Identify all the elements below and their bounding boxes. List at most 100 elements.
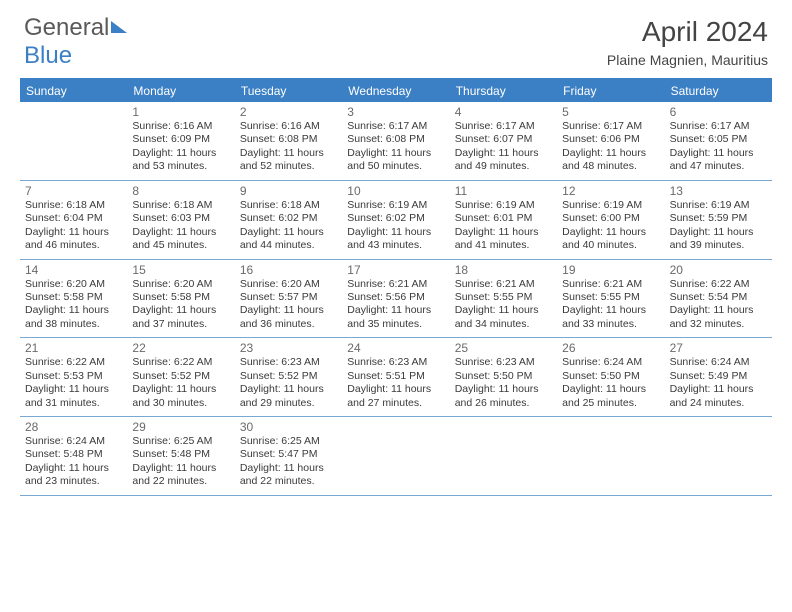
day-number: 8 (132, 184, 229, 198)
sunset-line: Sunset: 5:51 PM (347, 370, 444, 383)
logo: General (24, 16, 127, 40)
day-cell: 19Sunrise: 6:21 AMSunset: 5:55 PMDayligh… (557, 260, 664, 338)
day-cell: 10Sunrise: 6:19 AMSunset: 6:02 PMDayligh… (342, 181, 449, 259)
daylight-line: Daylight: 11 hours and 38 minutes. (25, 304, 122, 331)
sunset-line: Sunset: 5:52 PM (132, 370, 229, 383)
daylight-line: Daylight: 11 hours and 34 minutes. (455, 304, 552, 331)
title-block: April 2024 Plaine Magnien, Mauritius (607, 16, 768, 68)
daylight-line: Daylight: 11 hours and 53 minutes. (132, 147, 229, 174)
day-cell: 18Sunrise: 6:21 AMSunset: 5:55 PMDayligh… (450, 260, 557, 338)
dayname-wednesday: Wednesday (342, 80, 449, 102)
sunset-line: Sunset: 5:58 PM (132, 291, 229, 304)
day-number: 28 (25, 420, 122, 434)
week-row: 14Sunrise: 6:20 AMSunset: 5:58 PMDayligh… (20, 260, 772, 339)
day-number: 17 (347, 263, 444, 277)
day-cell: 22Sunrise: 6:22 AMSunset: 5:52 PMDayligh… (127, 338, 234, 416)
daylight-line: Daylight: 11 hours and 41 minutes. (455, 226, 552, 253)
daylight-line: Daylight: 11 hours and 32 minutes. (670, 304, 767, 331)
daylight-line: Daylight: 11 hours and 25 minutes. (562, 383, 659, 410)
daylight-line: Daylight: 11 hours and 47 minutes. (670, 147, 767, 174)
daylight-line: Daylight: 11 hours and 26 minutes. (455, 383, 552, 410)
sunrise-line: Sunrise: 6:19 AM (670, 199, 767, 212)
daylight-line: Daylight: 11 hours and 29 minutes. (240, 383, 337, 410)
daylight-line: Daylight: 11 hours and 22 minutes. (240, 462, 337, 489)
sunrise-line: Sunrise: 6:21 AM (455, 278, 552, 291)
sunset-line: Sunset: 6:07 PM (455, 133, 552, 146)
day-cell: 7Sunrise: 6:18 AMSunset: 6:04 PMDaylight… (20, 181, 127, 259)
calendar: SundayMondayTuesdayWednesdayThursdayFrid… (20, 78, 772, 496)
dayname-tuesday: Tuesday (235, 80, 342, 102)
week-row: 7Sunrise: 6:18 AMSunset: 6:04 PMDaylight… (20, 181, 772, 260)
sunset-line: Sunset: 6:06 PM (562, 133, 659, 146)
daylight-line: Daylight: 11 hours and 48 minutes. (562, 147, 659, 174)
sunset-line: Sunset: 5:58 PM (25, 291, 122, 304)
day-cell: 14Sunrise: 6:20 AMSunset: 5:58 PMDayligh… (20, 260, 127, 338)
day-cell: 13Sunrise: 6:19 AMSunset: 5:59 PMDayligh… (665, 181, 772, 259)
daylight-line: Daylight: 11 hours and 24 minutes. (670, 383, 767, 410)
sunrise-line: Sunrise: 6:17 AM (670, 120, 767, 133)
day-cell: 25Sunrise: 6:23 AMSunset: 5:50 PMDayligh… (450, 338, 557, 416)
empty-cell (20, 102, 127, 180)
day-number: 19 (562, 263, 659, 277)
sunset-line: Sunset: 5:48 PM (25, 448, 122, 461)
day-number: 21 (25, 341, 122, 355)
sunrise-line: Sunrise: 6:18 AM (25, 199, 122, 212)
day-number: 24 (347, 341, 444, 355)
sunset-line: Sunset: 5:48 PM (132, 448, 229, 461)
day-number: 3 (347, 105, 444, 119)
sunset-line: Sunset: 5:52 PM (240, 370, 337, 383)
week-row: 28Sunrise: 6:24 AMSunset: 5:48 PMDayligh… (20, 417, 772, 496)
sunset-line: Sunset: 5:55 PM (562, 291, 659, 304)
sunset-line: Sunset: 5:55 PM (455, 291, 552, 304)
day-cell: 16Sunrise: 6:20 AMSunset: 5:57 PMDayligh… (235, 260, 342, 338)
sunset-line: Sunset: 5:53 PM (25, 370, 122, 383)
sunrise-line: Sunrise: 6:17 AM (562, 120, 659, 133)
day-number: 20 (670, 263, 767, 277)
day-cell: 20Sunrise: 6:22 AMSunset: 5:54 PMDayligh… (665, 260, 772, 338)
day-number: 9 (240, 184, 337, 198)
day-cell: 4Sunrise: 6:17 AMSunset: 6:07 PMDaylight… (450, 102, 557, 180)
daylight-line: Daylight: 11 hours and 45 minutes. (132, 226, 229, 253)
day-number: 18 (455, 263, 552, 277)
dayname-monday: Monday (127, 80, 234, 102)
day-number: 29 (132, 420, 229, 434)
sunset-line: Sunset: 5:50 PM (562, 370, 659, 383)
day-cell: 29Sunrise: 6:25 AMSunset: 5:48 PMDayligh… (127, 417, 234, 495)
sunset-line: Sunset: 6:03 PM (132, 212, 229, 225)
daylight-line: Daylight: 11 hours and 31 minutes. (25, 383, 122, 410)
day-cell: 9Sunrise: 6:18 AMSunset: 6:02 PMDaylight… (235, 181, 342, 259)
day-cell: 11Sunrise: 6:19 AMSunset: 6:01 PMDayligh… (450, 181, 557, 259)
sunrise-line: Sunrise: 6:24 AM (670, 356, 767, 369)
sunrise-line: Sunrise: 6:23 AM (347, 356, 444, 369)
sunset-line: Sunset: 5:47 PM (240, 448, 337, 461)
dayname-friday: Friday (557, 80, 664, 102)
sunrise-line: Sunrise: 6:22 AM (25, 356, 122, 369)
daylight-line: Daylight: 11 hours and 52 minutes. (240, 147, 337, 174)
day-number: 14 (25, 263, 122, 277)
day-number: 12 (562, 184, 659, 198)
sunset-line: Sunset: 5:49 PM (670, 370, 767, 383)
sunset-line: Sunset: 6:09 PM (132, 133, 229, 146)
sunset-line: Sunset: 6:05 PM (670, 133, 767, 146)
empty-cell (342, 417, 449, 495)
day-number: 25 (455, 341, 552, 355)
daylight-line: Daylight: 11 hours and 23 minutes. (25, 462, 122, 489)
sunrise-line: Sunrise: 6:17 AM (347, 120, 444, 133)
sunrise-line: Sunrise: 6:19 AM (347, 199, 444, 212)
day-cell: 15Sunrise: 6:20 AMSunset: 5:58 PMDayligh… (127, 260, 234, 338)
day-cell: 1Sunrise: 6:16 AMSunset: 6:09 PMDaylight… (127, 102, 234, 180)
sunrise-line: Sunrise: 6:20 AM (132, 278, 229, 291)
sunset-line: Sunset: 6:08 PM (347, 133, 444, 146)
day-cell: 28Sunrise: 6:24 AMSunset: 5:48 PMDayligh… (20, 417, 127, 495)
day-cell: 6Sunrise: 6:17 AMSunset: 6:05 PMDaylight… (665, 102, 772, 180)
daylight-line: Daylight: 11 hours and 40 minutes. (562, 226, 659, 253)
daylight-line: Daylight: 11 hours and 36 minutes. (240, 304, 337, 331)
day-cell: 2Sunrise: 6:16 AMSunset: 6:08 PMDaylight… (235, 102, 342, 180)
sunset-line: Sunset: 6:08 PM (240, 133, 337, 146)
sunrise-line: Sunrise: 6:22 AM (670, 278, 767, 291)
day-number: 11 (455, 184, 552, 198)
day-number: 13 (670, 184, 767, 198)
sunrise-line: Sunrise: 6:20 AM (240, 278, 337, 291)
logo-text-blue: Blue (24, 42, 72, 70)
daylight-line: Daylight: 11 hours and 44 minutes. (240, 226, 337, 253)
